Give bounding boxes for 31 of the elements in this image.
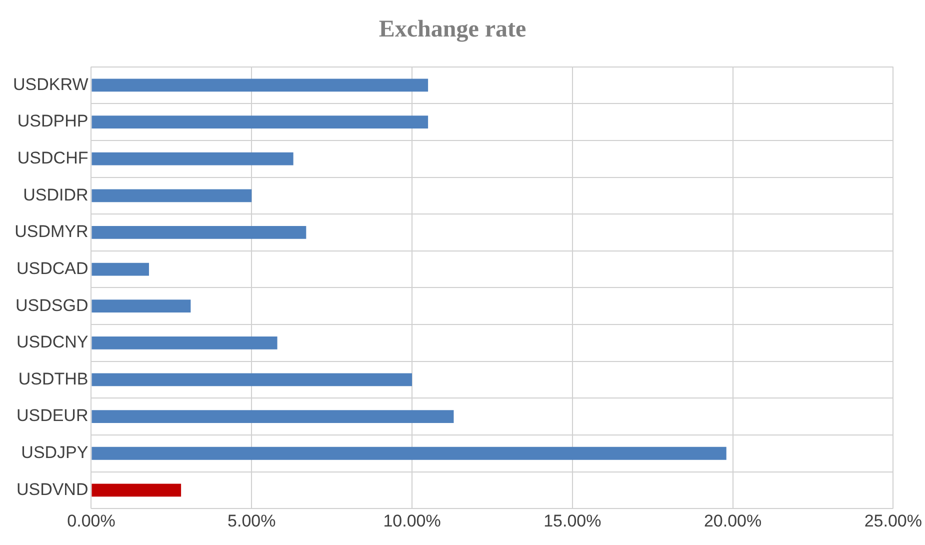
bar <box>92 410 454 423</box>
y-tick-label: USDCAD <box>16 258 88 278</box>
x-tick-label: 10.00% <box>383 511 441 530</box>
chart-title: Exchange rate <box>378 16 526 43</box>
y-tick-label: USDIDR <box>23 185 88 204</box>
y-tick-label: USDCHF <box>17 148 88 168</box>
x-tick-label: 5.00% <box>228 511 276 530</box>
bar <box>92 300 191 313</box>
bar <box>92 373 412 386</box>
y-tick-label: USDVND <box>16 480 88 499</box>
y-tick-label: USDEUR <box>16 406 88 426</box>
bar <box>92 446 726 460</box>
y-tick-label: USDSGD <box>16 296 88 315</box>
bar <box>92 189 252 202</box>
y-tick-label: USDJPY <box>21 443 88 462</box>
x-tick-label: 25.00% <box>864 511 922 530</box>
x-tick-label: 20.00% <box>704 511 762 530</box>
bar <box>92 484 182 497</box>
y-tick-label: USDPHP <box>17 112 88 131</box>
bar <box>92 262 149 276</box>
y-tick-label: USDKRW <box>12 74 88 94</box>
bar <box>92 116 428 128</box>
y-tick-label: USDMYR <box>14 222 88 242</box>
bar <box>92 336 278 350</box>
y-tick-label: USDCNY <box>16 332 88 352</box>
bar <box>92 152 294 166</box>
x-tick-label: 0.00% <box>67 511 116 530</box>
x-tick-label: 15.00% <box>544 511 602 530</box>
bar <box>92 226 306 239</box>
y-tick-label: USDTHB <box>18 369 88 388</box>
bar <box>92 78 428 92</box>
